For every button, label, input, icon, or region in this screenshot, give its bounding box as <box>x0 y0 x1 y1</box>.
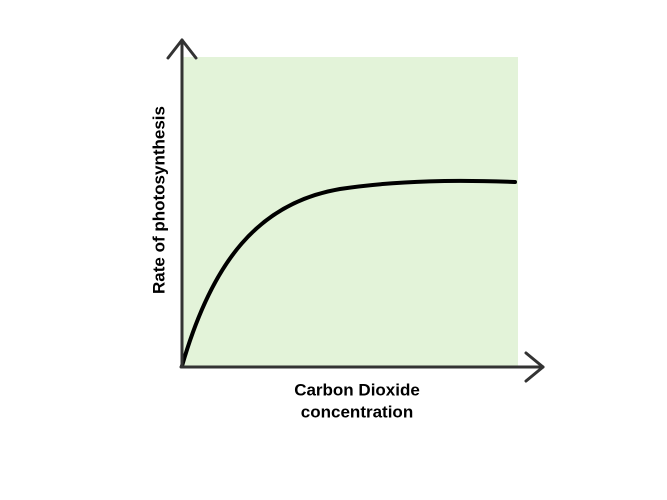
plot-area <box>182 57 518 366</box>
y-axis-label: Rate of photosynthesis <box>149 106 168 294</box>
curve <box>180 178 517 368</box>
x-axis-label: Carbon Dioxide <box>294 380 420 399</box>
x-axis-label: concentration <box>301 402 413 421</box>
x-axis-arrowhead <box>524 351 545 383</box>
y-axis-arrowhead <box>166 38 198 60</box>
axes <box>166 38 545 383</box>
